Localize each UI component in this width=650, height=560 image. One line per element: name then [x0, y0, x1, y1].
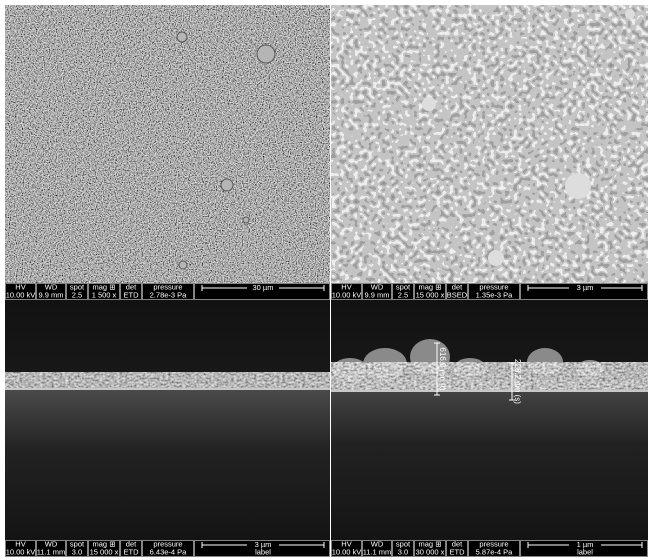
info-value: 3.0: [398, 547, 408, 556]
particle: [177, 32, 187, 42]
scale-label: 3 µm: [577, 283, 594, 292]
info-value: 15 000 x: [90, 547, 119, 556]
info-value: 5.87e-4 Pa: [476, 547, 514, 556]
info-value: 10.00 kV: [6, 290, 36, 299]
info-value: 10.00 kV: [6, 547, 36, 556]
panel-label: label: [577, 547, 593, 556]
substrate: [5, 390, 330, 540]
scale-label: 30 µm: [253, 283, 274, 292]
info-value: 30 000 x: [416, 547, 445, 556]
info-value: 1 500 x: [92, 290, 117, 299]
info-value: 2.78e-3 Pa: [150, 290, 188, 299]
film-layer: [331, 362, 648, 392]
info-value: ETD: [124, 290, 140, 299]
info-value: 10.00 kV: [332, 290, 362, 299]
info-value: 2.5: [398, 290, 408, 299]
particle: [565, 173, 591, 199]
info-value: 3.0: [72, 547, 82, 556]
substrate: [331, 380, 648, 540]
particle: [422, 97, 436, 111]
particle: [257, 45, 275, 63]
interface-line: [5, 388, 330, 390]
info-value: 15 000 x: [416, 290, 445, 299]
panel-label: label: [255, 547, 271, 556]
sem-figure: HV10.00 kVWD9.9 mmspot2.5mag ⊞1 500 xdet…: [0, 0, 650, 560]
measure-label: 228.2 nm (s): [513, 359, 522, 404]
info-value: 1.35e-3 Pa: [476, 290, 514, 299]
info-value: 11.1 mm: [37, 547, 66, 556]
info-value: 6.43e-4 Pa: [150, 547, 188, 556]
interface-line: [331, 390, 648, 392]
info-value: BSED: [447, 290, 468, 299]
surface-texture: [5, 5, 330, 283]
film-layer: [5, 372, 330, 390]
info-value: 9.9 mm: [38, 290, 63, 299]
measure-label: 616.0 nm (t): [438, 347, 447, 390]
info-value: 11.1 mm: [363, 547, 392, 556]
info-value: 2.5: [72, 290, 82, 299]
particle: [488, 250, 504, 266]
info-value: ETD: [124, 547, 140, 556]
particle: [179, 261, 187, 269]
particle: [221, 179, 233, 191]
particle: [625, 9, 635, 19]
particle: [243, 217, 249, 223]
info-value: 9.9 mm: [364, 290, 389, 299]
info-value: ETD: [450, 547, 466, 556]
info-value: 10.00 kV: [332, 547, 362, 556]
surface-texture: [331, 5, 648, 283]
